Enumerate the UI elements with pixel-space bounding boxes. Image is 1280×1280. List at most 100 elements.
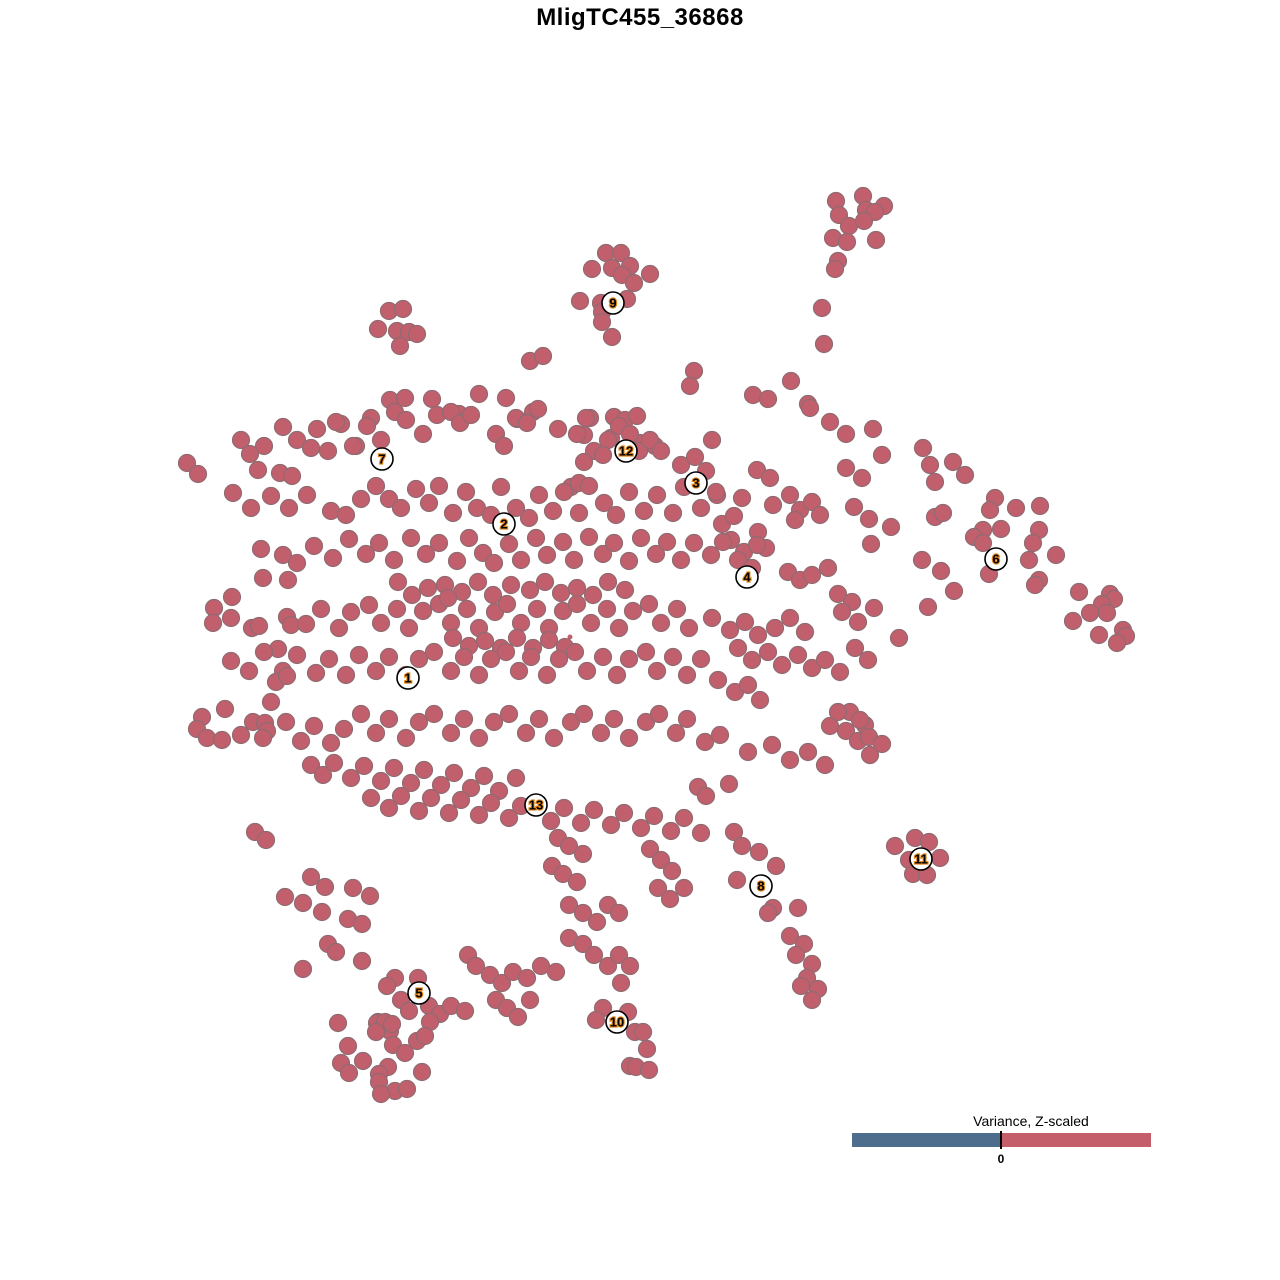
data-point bbox=[561, 712, 581, 732]
legend-title: Variance, Z-scaled bbox=[973, 1113, 1089, 1129]
data-point bbox=[401, 773, 421, 793]
data-point bbox=[640, 430, 660, 450]
data-point bbox=[341, 602, 361, 622]
data-point bbox=[980, 500, 1000, 520]
data-point bbox=[496, 388, 516, 408]
data-point bbox=[780, 750, 800, 770]
data-point bbox=[579, 476, 599, 496]
data-point bbox=[848, 612, 868, 632]
data-point bbox=[306, 663, 326, 683]
data-point bbox=[640, 839, 660, 859]
data-point bbox=[943, 452, 963, 472]
data-point bbox=[334, 719, 354, 739]
data-point bbox=[648, 878, 668, 898]
data-point bbox=[499, 808, 519, 828]
data-point bbox=[204, 598, 224, 618]
data-point bbox=[872, 445, 892, 465]
data-point bbox=[356, 544, 376, 564]
data-point bbox=[724, 506, 744, 526]
data-point bbox=[221, 608, 241, 628]
data-point bbox=[275, 887, 295, 907]
data-point bbox=[277, 666, 297, 686]
data-point bbox=[188, 464, 208, 484]
data-point bbox=[338, 1036, 358, 1056]
data-point bbox=[918, 597, 938, 617]
data-point bbox=[637, 1039, 657, 1059]
data-point bbox=[371, 1084, 391, 1104]
data-point bbox=[494, 436, 514, 456]
data-point bbox=[710, 725, 730, 745]
data-point bbox=[724, 822, 744, 842]
data-point bbox=[281, 615, 301, 635]
data-point bbox=[791, 976, 811, 996]
data-point bbox=[395, 1043, 415, 1063]
data-point bbox=[419, 493, 439, 513]
data-point bbox=[570, 291, 590, 311]
data-point bbox=[763, 495, 783, 515]
data-point bbox=[508, 1007, 528, 1027]
data-point bbox=[336, 665, 356, 685]
data-point bbox=[506, 768, 526, 788]
data-point bbox=[497, 594, 517, 614]
data-point bbox=[634, 501, 654, 521]
data-point bbox=[593, 544, 613, 564]
data-point bbox=[390, 336, 410, 356]
data-point bbox=[379, 709, 399, 729]
data-point bbox=[640, 264, 660, 284]
data-point bbox=[696, 786, 716, 806]
data-point bbox=[527, 599, 547, 619]
data-point bbox=[559, 836, 579, 856]
data-point bbox=[554, 798, 574, 818]
data-point bbox=[749, 842, 769, 862]
data-point bbox=[315, 877, 335, 897]
data-point bbox=[301, 755, 321, 775]
data-point bbox=[509, 661, 529, 681]
data-point bbox=[573, 934, 593, 954]
data-point bbox=[415, 1026, 435, 1046]
data-point bbox=[461, 778, 481, 798]
cluster-label-circle bbox=[749, 874, 773, 898]
data-point bbox=[814, 334, 834, 354]
data-point bbox=[249, 616, 269, 636]
data-point bbox=[248, 460, 268, 480]
data-point bbox=[366, 1022, 386, 1042]
data-point bbox=[591, 723, 611, 743]
data-point bbox=[647, 485, 667, 505]
cluster-label: 1 bbox=[396, 666, 420, 690]
data-point bbox=[1019, 550, 1039, 570]
data-point bbox=[418, 578, 438, 598]
cluster-label-circle bbox=[909, 847, 933, 871]
data-point bbox=[329, 618, 349, 638]
data-point bbox=[549, 649, 569, 669]
data-point bbox=[567, 424, 587, 444]
data-point bbox=[1097, 603, 1117, 623]
data-point bbox=[443, 503, 463, 523]
data-point bbox=[231, 430, 251, 450]
data-point bbox=[466, 956, 486, 976]
cluster-label-circle bbox=[605, 1010, 629, 1034]
data-point bbox=[592, 312, 612, 332]
cluster-label-circle bbox=[984, 547, 1008, 571]
data-point bbox=[607, 665, 627, 685]
cluster-label-number: 11 bbox=[914, 852, 928, 867]
data-point bbox=[553, 864, 573, 884]
data-point bbox=[388, 572, 408, 592]
data-point bbox=[830, 662, 850, 682]
data-point bbox=[864, 598, 884, 618]
cluster-label-circle bbox=[735, 565, 759, 589]
data-point bbox=[507, 628, 527, 648]
data-point bbox=[326, 412, 346, 432]
data-point bbox=[409, 649, 429, 669]
data-point bbox=[241, 498, 261, 518]
data-point bbox=[619, 649, 639, 669]
data-point bbox=[762, 735, 782, 755]
data-point bbox=[212, 730, 232, 750]
data-point bbox=[231, 725, 251, 745]
data-point bbox=[391, 786, 411, 806]
data-point bbox=[747, 460, 767, 480]
data-point bbox=[422, 389, 442, 409]
data-point bbox=[844, 497, 864, 517]
data-point bbox=[708, 670, 728, 690]
data-point bbox=[282, 466, 302, 486]
